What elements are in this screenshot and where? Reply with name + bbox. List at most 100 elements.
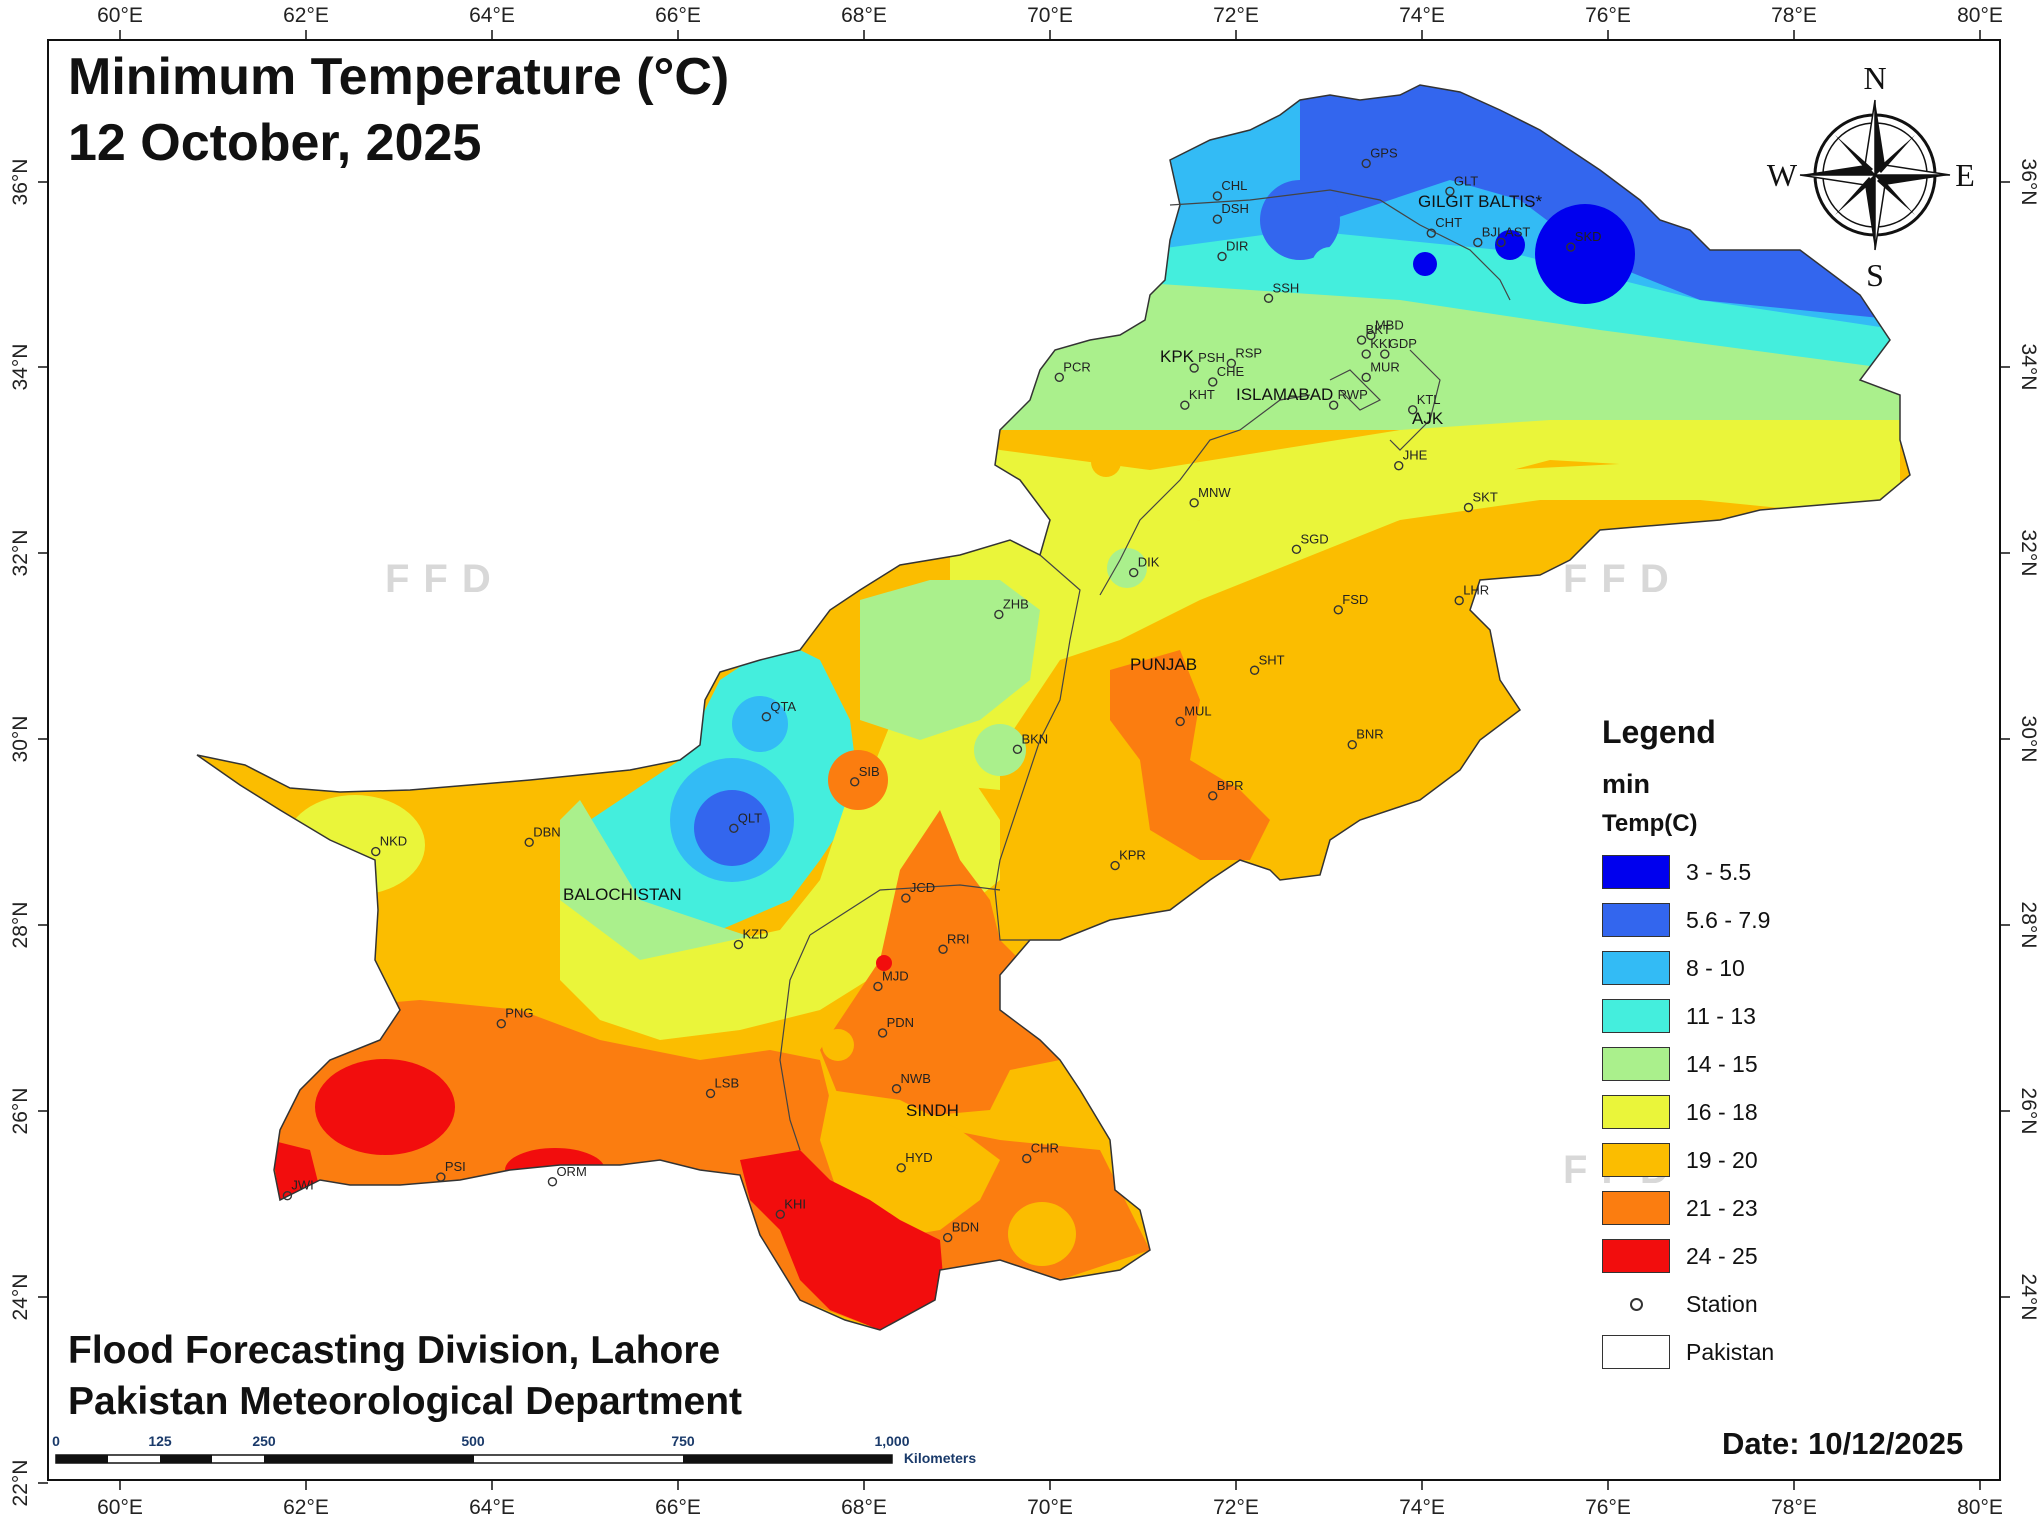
station-point bbox=[1394, 460, 1404, 471]
station-label: QLT bbox=[738, 810, 762, 825]
legend-swatch bbox=[1602, 1143, 1670, 1177]
station-label: NWB bbox=[901, 1071, 931, 1086]
station-label: DIK bbox=[1138, 555, 1160, 570]
station-point bbox=[1426, 228, 1437, 238]
station-label: AST bbox=[1505, 224, 1530, 239]
region-label: KPK bbox=[1160, 347, 1195, 366]
credits: Flood Forecasting Division, Lahore Pakis… bbox=[68, 1325, 742, 1427]
legend-class-label: 14 - 15 bbox=[1686, 1050, 1758, 1077]
lat-label: 24°N bbox=[9, 1274, 32, 1321]
legend-swatch bbox=[1602, 903, 1670, 937]
station-label: RSP bbox=[1235, 345, 1262, 360]
lat-label: 22°N bbox=[9, 1460, 32, 1507]
station-label: ORM bbox=[556, 1164, 586, 1179]
station-label: BPR bbox=[1217, 778, 1244, 793]
region-label: BALOCHISTAN bbox=[563, 885, 682, 904]
station-point bbox=[436, 1172, 446, 1182]
station-label: SGD bbox=[1300, 531, 1328, 546]
station-label: NKD bbox=[380, 834, 407, 849]
lon-label: 68°E bbox=[841, 1496, 887, 1519]
station-label: SKT bbox=[1473, 490, 1498, 505]
station-label: DSH bbox=[1221, 201, 1248, 216]
lat-label: 28°N bbox=[9, 902, 32, 949]
station-label: BKT bbox=[1366, 322, 1391, 337]
station-point bbox=[1110, 860, 1120, 871]
station-point bbox=[1445, 186, 1455, 197]
station-label: KHI bbox=[784, 1196, 806, 1211]
watermark: FFD bbox=[1563, 557, 1683, 601]
station-label: BJI bbox=[1482, 224, 1501, 239]
station-label: CHT bbox=[1435, 215, 1462, 230]
station-label: FSD bbox=[1342, 592, 1368, 607]
legend-class-label: 19 - 20 bbox=[1686, 1146, 1758, 1173]
legend-class-row: 3 - 5.5 bbox=[1602, 848, 1902, 896]
lat-label: 26°N bbox=[9, 1088, 32, 1135]
station-label: DBN bbox=[533, 824, 560, 839]
station-point bbox=[1496, 237, 1506, 248]
lat-label: 36°N bbox=[2017, 159, 2040, 206]
region-labels: GILGIT BALTIS* KPK ISLAMABAD AJK PUNJAB … bbox=[563, 192, 1542, 1120]
station-label: MUL bbox=[1184, 703, 1211, 718]
station-point bbox=[524, 837, 534, 847]
station-label: KPR bbox=[1119, 848, 1146, 863]
scale-label: 0 bbox=[52, 1433, 60, 1449]
lon-label: 62°E bbox=[283, 1496, 329, 1519]
title-line-1: Minimum Temperature (°C) bbox=[68, 48, 730, 106]
region-label: SINDH bbox=[906, 1101, 959, 1120]
legend-swatch bbox=[1602, 1191, 1670, 1225]
station-point bbox=[1361, 349, 1371, 359]
station-label: CHE bbox=[1217, 364, 1245, 379]
station-label: SIB bbox=[859, 764, 880, 779]
station-point bbox=[761, 712, 772, 722]
lon-label: 66°E bbox=[655, 4, 701, 27]
station-symbol-icon bbox=[1602, 1287, 1670, 1321]
station-label: JHE bbox=[1403, 448, 1428, 463]
compass-w: W bbox=[1767, 157, 1798, 193]
lon-label: 76°E bbox=[1585, 1496, 1631, 1519]
lon-label: 72°E bbox=[1213, 4, 1259, 27]
station-label: PSI bbox=[445, 1159, 466, 1174]
station-point bbox=[733, 939, 744, 950]
legend-swatch bbox=[1602, 855, 1670, 889]
station-point bbox=[1189, 363, 1199, 373]
legend-class-row: 16 - 18 bbox=[1602, 1088, 1902, 1136]
station-label: MJD bbox=[882, 968, 909, 983]
credit-line-1: Flood Forecasting Division, Lahore bbox=[68, 1329, 721, 1372]
station-label: SHT bbox=[1259, 652, 1285, 667]
station-label: BKN bbox=[1021, 731, 1048, 746]
legend-station-label: Station bbox=[1686, 1290, 1758, 1317]
legend-class-row: 11 - 13 bbox=[1602, 992, 1902, 1040]
station-point bbox=[775, 1209, 785, 1220]
scale-label: 1,000 bbox=[874, 1433, 909, 1449]
legend-class-row: 5.6 - 7.9 bbox=[1602, 896, 1902, 944]
station-point bbox=[891, 1084, 902, 1094]
longitude-labels: 60°E 62°E 64°E 66°E 68°E 70°E 72°E 74°E … bbox=[97, 4, 2003, 1519]
lat-label: 34°N bbox=[2017, 344, 2040, 391]
graticule-ticks bbox=[38, 30, 2010, 1490]
station-point bbox=[1263, 293, 1274, 303]
station-label: KZD bbox=[742, 927, 768, 942]
lat-label: 34°N bbox=[9, 344, 32, 391]
station-label: MBD bbox=[1375, 317, 1404, 332]
legend-swatch bbox=[1602, 999, 1670, 1033]
latitude-labels: 36°N 34°N 32°N 30°N 28°N 26°N 24°N 22°N … bbox=[9, 159, 2040, 1507]
station-label: RRI bbox=[947, 931, 969, 946]
station-point bbox=[943, 1232, 953, 1243]
lon-label: 72°E bbox=[1213, 1496, 1259, 1519]
station-point bbox=[1361, 372, 1371, 382]
station-label: KKI bbox=[1370, 336, 1391, 351]
station-label: CHL bbox=[1221, 178, 1247, 193]
station-point bbox=[1217, 251, 1227, 262]
station-label: KTL bbox=[1417, 392, 1441, 407]
map-date: Date: 10/12/2025 bbox=[1722, 1426, 1964, 1461]
scale-label: 250 bbox=[252, 1433, 276, 1449]
lat-label: 24°N bbox=[2017, 1274, 2040, 1321]
lon-label: 80°E bbox=[1957, 4, 2003, 27]
boundary-swatch bbox=[1602, 1335, 1670, 1369]
lon-label: 60°E bbox=[97, 1496, 143, 1519]
north-arrow: N S E W bbox=[1767, 60, 1975, 293]
station-point bbox=[496, 1018, 506, 1029]
station-point bbox=[873, 981, 883, 992]
station-point bbox=[938, 944, 948, 954]
region-label: AJK bbox=[1412, 409, 1444, 428]
